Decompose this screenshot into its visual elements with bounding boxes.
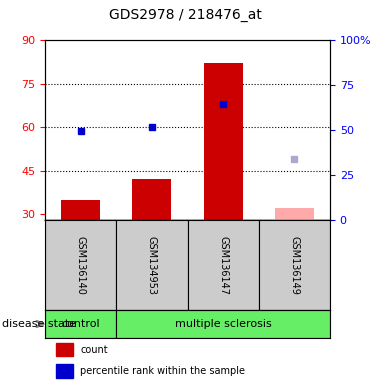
Text: multiple sclerosis: multiple sclerosis: [175, 319, 272, 329]
Bar: [116, 310, 330, 338]
Bar: [188, 220, 259, 310]
Bar: [275, 209, 314, 220]
Text: GSM136147: GSM136147: [218, 235, 228, 295]
Bar: [204, 63, 243, 220]
Text: count: count: [80, 345, 108, 355]
Text: GSM136140: GSM136140: [75, 235, 85, 295]
Text: GSM134953: GSM134953: [147, 235, 157, 295]
Bar: [61, 200, 100, 220]
Text: control: control: [61, 319, 100, 329]
Bar: [132, 179, 171, 220]
Text: GDS2978 / 218476_at: GDS2978 / 218476_at: [108, 8, 262, 22]
Text: percentile rank within the sample: percentile rank within the sample: [80, 366, 245, 376]
Bar: [259, 220, 330, 310]
Bar: [45, 220, 116, 310]
Text: GSM136149: GSM136149: [289, 235, 299, 295]
Bar: [116, 220, 188, 310]
Bar: [45, 310, 116, 338]
Text: disease state: disease state: [2, 319, 76, 329]
